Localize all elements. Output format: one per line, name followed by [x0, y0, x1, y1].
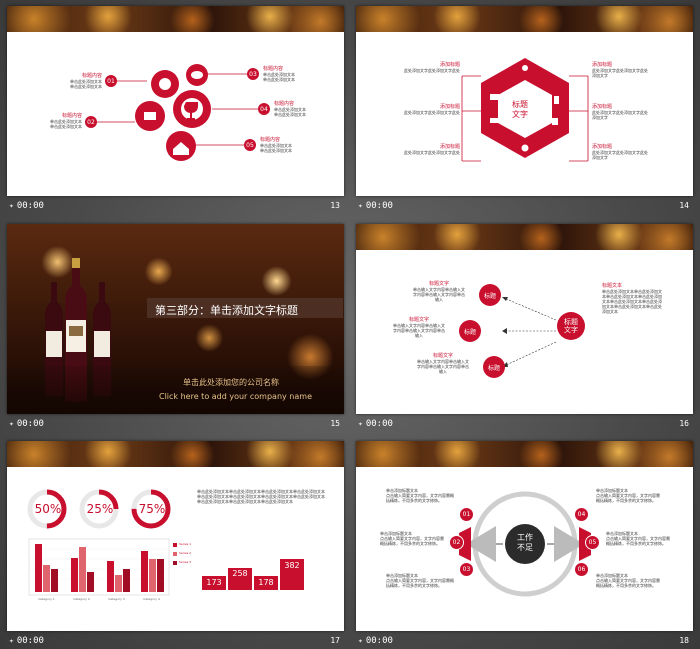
node-06: 06 — [574, 562, 589, 577]
gauge-2-value: 25% — [86, 502, 114, 516]
slide-number: 17 — [330, 636, 340, 645]
slide-timing: 00:00 — [358, 419, 393, 429]
item-text-01: 单击添加标题文本 点击输入简要文字内容，文字内容需概括精炼，不用多余的文字修饰。 — [386, 488, 454, 503]
label-03: 标题内容 单击此处添加文本 单击此处添加文本 — [263, 66, 295, 82]
item-right-2: 添加标题 此处添加文字此处添加文字此处 添加文字 — [592, 104, 648, 120]
bar-3-label: 178 — [258, 578, 274, 587]
item-left-3: 添加标题 此处添加文字此处添加文字此处 — [404, 144, 460, 155]
chart-categories: Category 1 Category 2 Category 3 Category 4 — [38, 597, 160, 601]
bar-4 — [280, 559, 304, 590]
node-04: 04 — [574, 507, 589, 522]
slide-footer: 00:00 16 — [356, 414, 693, 436]
item-left-2: 添加标题 此处添加文字此处添加文字此处 — [404, 104, 460, 115]
node-bottom: 标题 — [483, 356, 505, 378]
text-block: 单击此处添加文本单击此处添加文本单击此处添加文本单击此处添加文本单击此处添加文本… — [197, 489, 325, 504]
label-04: 标题内容 单击此处添加文本 单击此处添加文本 — [274, 101, 306, 117]
slide-number: 16 — [679, 419, 689, 428]
slide-thumbnail-13[interactable]: 01 02 03 04 05 标题内容 单击此处添加文本 单击此处添加文本 标题… — [7, 6, 344, 218]
item-text-02: 单击添加标题文本 点击输入简要文字内容，文字内容需概括精炼，不用多余的文字修饰。 — [380, 531, 444, 546]
slide-timing: 00:00 — [358, 636, 393, 646]
slide-number: 15 — [330, 419, 340, 428]
gauge-3-value: 75% — [138, 502, 166, 516]
slide-thumbnail-18[interactable]: 工作 不足 01 02 03 04 05 06 单击添加标题文本 点击输入简要文字… — [356, 441, 693, 649]
item-left-1: 添加标题 此处添加文字此处添加文字此处 — [404, 62, 460, 73]
right-text: 标题文本 单击此处添加文本单击此处添加文本单击此处添加文本单击此处添加文本单击此… — [602, 283, 662, 314]
node-02: 02 — [449, 535, 464, 550]
left-text-1: 标题文字 单击输入文字内容单击输入文 字内容单击输入文字内容单击 输入 — [413, 281, 465, 302]
slide-thumbnail-17[interactable]: 50% 25% 75% Series 1 Series 2 Series 3 Cat… — [7, 441, 344, 649]
slide-footer: 00:00 14 — [356, 196, 693, 218]
node-02: 02 — [85, 116, 97, 128]
node-03: 03 — [247, 68, 259, 80]
slide-footer: 00:00 15 — [7, 414, 344, 436]
item-text-04: 单击添加标题文本 点击输入简要文字内容，文字内容需概括精炼，不用多余的文字修饰。 — [596, 488, 660, 503]
hexagon-diagram — [461, 58, 589, 162]
slide-canvas: 01 02 03 04 05 标题内容 单击此处添加文本 单击此处添加文本 标题… — [7, 6, 344, 196]
slide-timing: 00:00 — [358, 201, 393, 211]
slide-canvas: 标题 文字 标题 标题 标题 标题文字 单击输入文字内容单击输入文 字内容单击输入… — [356, 224, 693, 414]
label-01: 标题内容 单击此处添加文本 单击此处添加文本 — [70, 73, 102, 89]
bar-2 — [228, 568, 252, 590]
slide-canvas: 50% 25% 75% Series 1 Series 2 Series 3 Cat… — [7, 441, 344, 631]
node-01: 01 — [105, 75, 117, 87]
slide-number: 14 — [679, 201, 689, 210]
company-name-en: Click here to add your company name — [159, 392, 312, 401]
bar-2-label: 258 — [232, 569, 248, 578]
bokeh-header-image — [7, 6, 344, 32]
center-node: 标题 文字 — [557, 312, 585, 340]
slide-canvas: 工作 不足 01 02 03 04 05 06 单击添加标题文本 点击输入简要文字… — [356, 441, 693, 631]
item-text-03: 单击添加标题文本 点击输入简要文字内容，文字内容需概括精炼，不用多余的文字修饰。 — [386, 573, 454, 588]
item-right-1: 添加标题 此处添加文字此处添加文字此处 添加文字 — [592, 62, 648, 78]
item-text-06: 单击添加标题文本 点击输入简要文字内容，文字内容需概括精炼，不用多余的文字修饰。 — [596, 573, 660, 588]
bokeh-header-image — [356, 224, 693, 250]
slide-thumbnail-14[interactable]: 标题 文字 添加标题 此处添加文字此处添加文字此处 添加标题 此处添加文字此处添加… — [356, 6, 693, 218]
gauge-1-value: 50% — [34, 502, 62, 516]
bokeh-header-image — [356, 441, 693, 467]
item-right-3: 添加标题 此处添加文字此处添加文字此处 添加文字 — [592, 144, 648, 160]
slide-number: 18 — [679, 636, 689, 645]
slide-timing: 00:00 — [9, 201, 44, 211]
company-band — [7, 366, 344, 414]
slide-footer: 00:00 13 — [7, 196, 344, 218]
node-top: 标题 — [479, 284, 501, 306]
node-middle: 标题 — [459, 320, 481, 342]
gears-graphic — [135, 64, 211, 161]
slide-timing: 00:00 — [9, 636, 44, 646]
arrows-diagram — [502, 297, 557, 367]
bar-1 — [202, 576, 226, 590]
node-04: 04 — [258, 103, 270, 115]
label-02: 标题内容 单击此处添加文本 单击此处添加文本 — [50, 113, 82, 129]
slide-canvas: 标题 文字 添加标题 此处添加文字此处添加文字此处 添加标题 此处添加文字此处添加… — [356, 6, 693, 196]
bar-3 — [254, 576, 278, 590]
slide-timing: 00:00 — [9, 419, 44, 429]
hexagon-center-title: 标题 文字 — [512, 100, 528, 119]
bar-4-label: 382 — [284, 561, 300, 570]
slide-footer: 00:00 17 — [7, 631, 344, 649]
bokeh-header-image — [7, 441, 344, 467]
label-05: 标题内容 单击此处添加文本 单击此处添加文本 — [260, 137, 292, 153]
bokeh-header-image — [356, 6, 693, 32]
slide-footer: 00:00 18 — [356, 631, 693, 649]
center-title: 工作 不足 — [517, 533, 533, 552]
slide-canvas: 第三部分：单击添加文字标题 单击此处添加您的公司名称 Click here to… — [7, 224, 344, 414]
node-03: 03 — [459, 562, 474, 577]
slide-number: 13 — [330, 201, 340, 210]
gauges-graphic — [27, 489, 177, 596]
node-05: 05 — [244, 139, 256, 151]
company-name-cn: 单击此处添加您的公司名称 — [183, 378, 279, 387]
node-05: 05 — [585, 535, 600, 550]
slide-thumbnail-16[interactable]: 标题 文字 标题 标题 标题 标题文字 单击输入文字内容单击输入文 字内容单击输入… — [356, 224, 693, 436]
item-text-05: 单击添加标题文本 点击输入简要文字内容，文字内容需概括精炼，不用多余的文字修饰。 — [606, 531, 670, 546]
section-title-band — [147, 298, 343, 318]
section-title: 第三部分：单击添加文字标题 — [155, 304, 298, 317]
left-text-2: 标题文字 单击输入文字内容单击输入文 字内容单击输入文字内容单击 输入 — [393, 317, 445, 338]
chart-legend: Series 1 Series 2 Series 3 — [179, 542, 192, 564]
connector-lines — [97, 73, 258, 146]
left-text-3: 标题文字 单击输入文字内容单击输入文 字内容单击输入文字内容单击 输入 — [417, 353, 469, 374]
bar-1-label: 173 — [206, 578, 222, 587]
slide-thumbnail-15[interactable]: 第三部分：单击添加文字标题 单击此处添加您的公司名称 Click here to… — [7, 224, 344, 436]
node-01: 01 — [459, 507, 474, 522]
